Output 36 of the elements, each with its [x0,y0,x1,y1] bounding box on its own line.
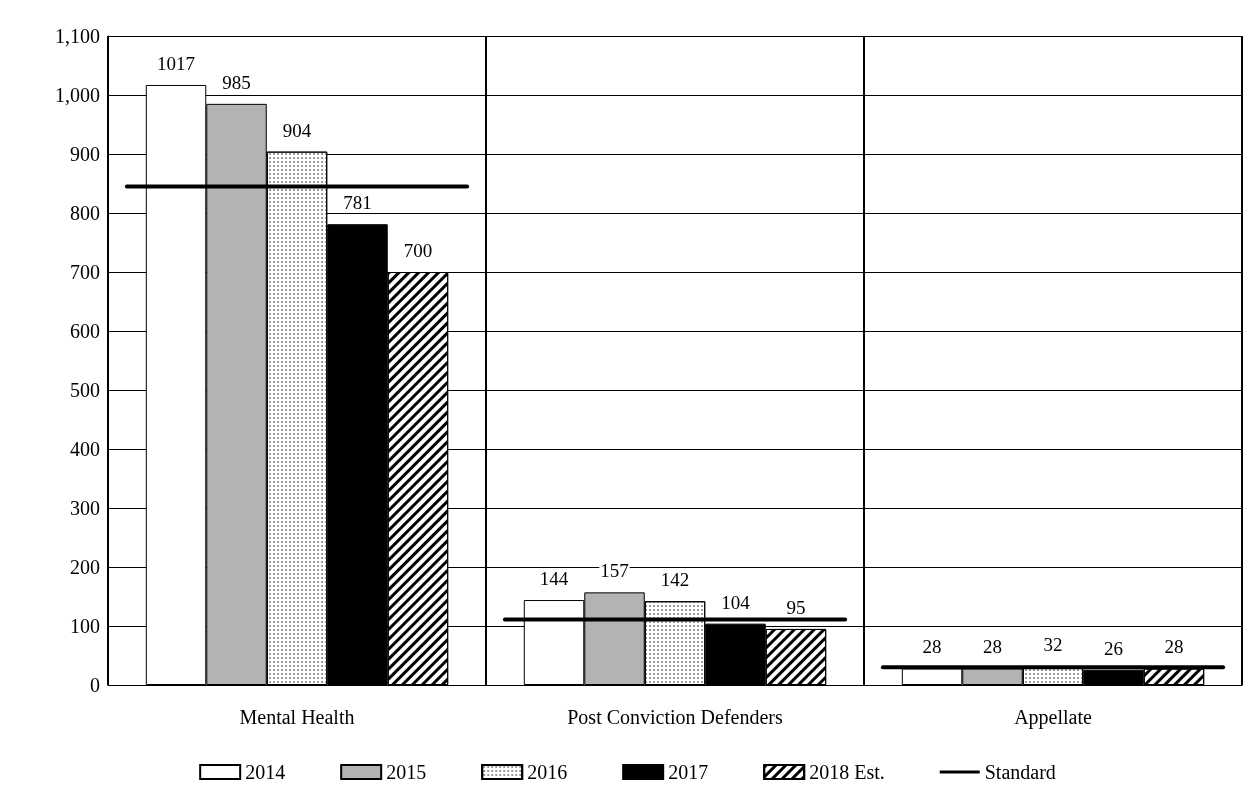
y-tick-label: 800 [70,202,100,224]
data-label: 95 [786,596,806,618]
legend-label: 2018 Est. [809,761,885,783]
data-label: 28 [983,636,1003,658]
y-tick-label: 400 [70,438,100,460]
data-label: 144 [539,568,569,590]
legend-label: 2014 [245,761,286,783]
data-label: 1017 [157,52,196,74]
data-label: 142 [660,569,690,591]
data-label: 781 [343,192,372,214]
y-tick-label: 300 [70,497,100,519]
x-tick-label: Appellate [1014,706,1092,729]
data-label: 700 [403,240,433,261]
data-label: 157 [600,560,629,582]
legend-label: Standard [984,761,1056,783]
data-label: 26 [1103,637,1123,659]
data-label: 32 [1043,634,1063,656]
legend-label: 2015 [386,761,427,783]
data-label: 904 [282,119,312,141]
y-tick-label: 600 [70,320,100,342]
y-tick-label: 0 [90,674,100,696]
y-tick-label: 900 [70,143,100,165]
y-tick-label: 1,000 [55,84,100,106]
y-tick-label: 1,100 [55,25,100,47]
data-label: 28 [1164,636,1184,658]
y-tick-label: 500 [70,379,100,401]
y-tick-label: 100 [70,615,100,637]
y-tick-label: 200 [70,556,100,578]
x-tick-label: Mental Health [239,706,355,728]
x-tick-label: Post Conviction Defenders [567,706,783,728]
legend-label: 2016 [527,761,568,783]
data-label: 985 [222,71,251,93]
data-label: 28 [922,636,942,658]
y-tick-label: 700 [70,261,100,283]
data-label: 104 [721,591,751,613]
legend-label: 2017 [668,761,709,783]
